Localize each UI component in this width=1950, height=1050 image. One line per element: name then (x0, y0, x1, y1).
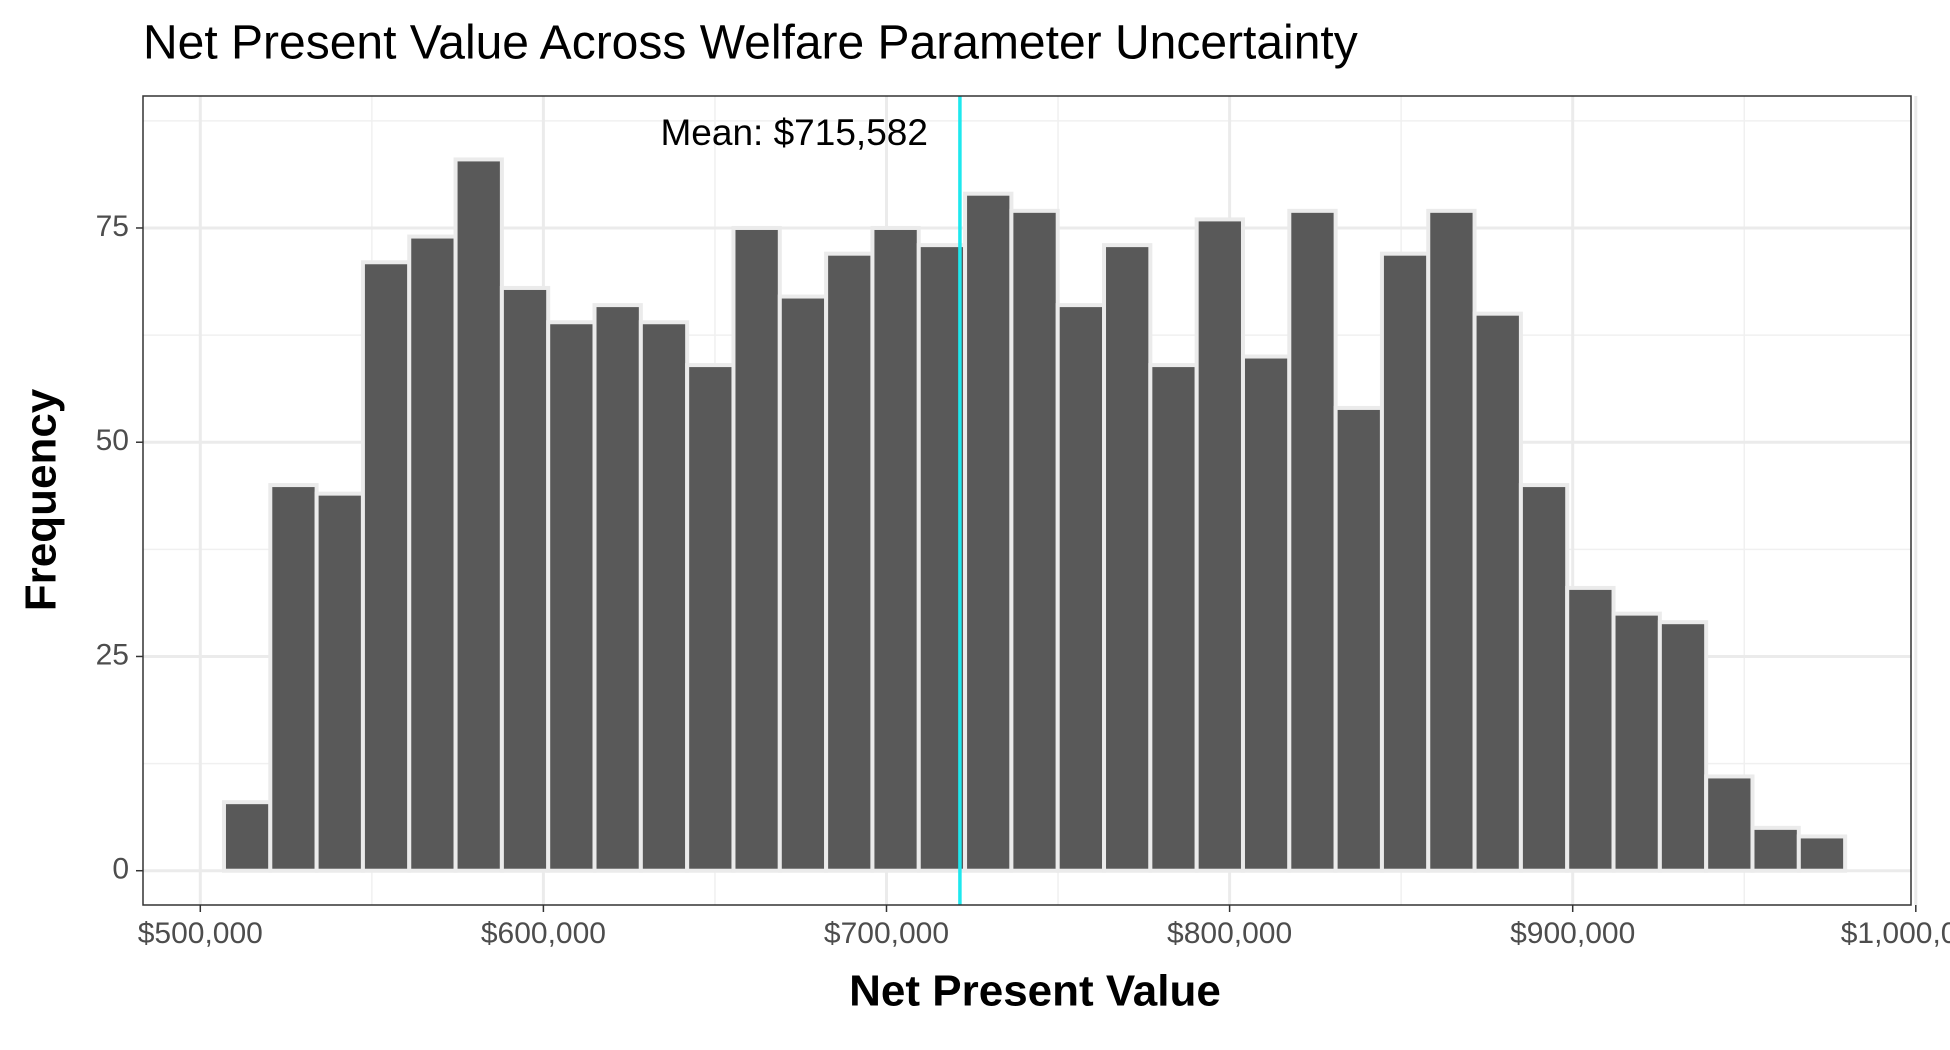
bar (731, 225, 782, 873)
bar (546, 320, 597, 873)
x-tick-label: $800,000 (1167, 917, 1292, 950)
y-tick-label: 50 (96, 424, 129, 457)
bar (1796, 834, 1848, 873)
y-axis-label: Frequency (17, 388, 66, 611)
bar (824, 251, 875, 873)
y-tick-label: 0 (112, 853, 129, 886)
bar (1379, 251, 1431, 873)
bar (1194, 217, 1245, 873)
bar (963, 191, 1014, 873)
bar (916, 243, 968, 873)
bar (1565, 585, 1616, 873)
y-tick-label: 25 (96, 638, 129, 671)
bar (685, 363, 736, 873)
bar (1657, 620, 1709, 873)
bar (1287, 208, 1338, 873)
bar (1102, 243, 1153, 873)
chart-title: Net Present Value Across Welfare Paramet… (143, 17, 1358, 70)
x-tick-label: $900,000 (1510, 917, 1635, 950)
bar (1426, 208, 1477, 873)
x-tick-label: $500,000 (138, 917, 263, 950)
bar (314, 491, 365, 873)
bar (499, 285, 551, 873)
bar (638, 320, 690, 873)
bar (1472, 311, 1523, 873)
bar (407, 234, 458, 873)
bar (1240, 354, 1292, 873)
bar (1055, 303, 1107, 873)
bar (453, 157, 504, 873)
bar (592, 303, 643, 873)
mean-annotation: Mean: $715,582 (660, 112, 927, 153)
bar (1009, 208, 1060, 873)
y-tick-label: 75 (96, 210, 129, 243)
panel-border (142, 95, 1912, 906)
bar (1333, 405, 1384, 873)
bar (1518, 483, 1570, 873)
bar (221, 800, 273, 873)
x-tick-label: $1,000,000 (1841, 917, 1950, 950)
bar (1750, 825, 1801, 873)
x-tick-label: $600,000 (481, 917, 606, 950)
x-tick-label: $700,000 (824, 917, 949, 950)
bar (1704, 774, 1755, 873)
bar (777, 294, 829, 873)
bar (870, 225, 921, 873)
bar (268, 483, 319, 873)
x-axis-label: Net Present Value (849, 967, 1221, 1016)
bar (1611, 611, 1662, 873)
bar (1148, 363, 1199, 873)
bar (360, 260, 412, 873)
